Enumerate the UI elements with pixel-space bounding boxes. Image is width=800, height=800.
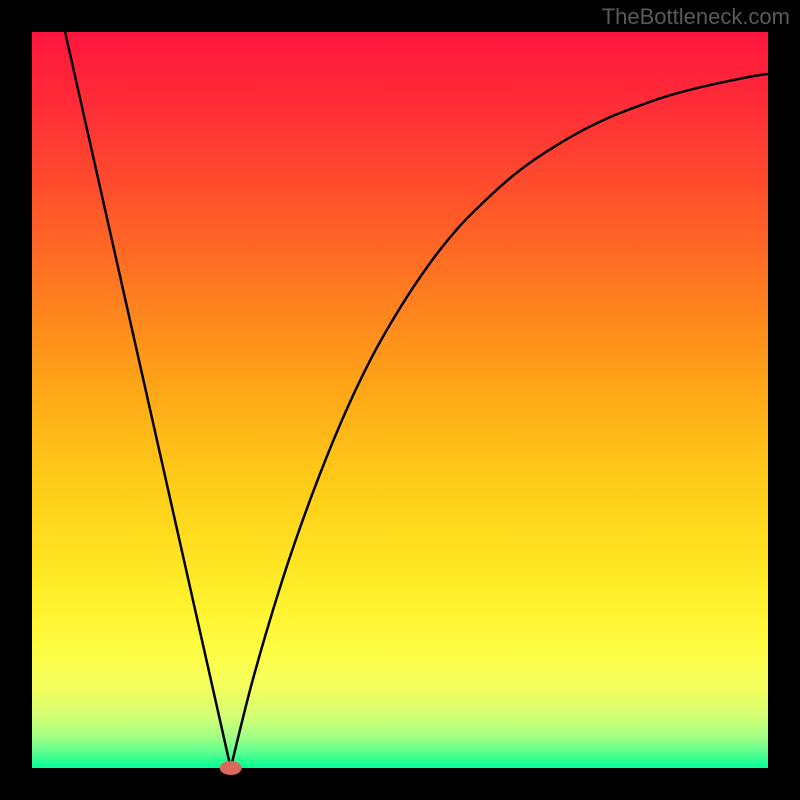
plot-area [32,32,768,768]
chart-container: TheBottleneck.com [0,0,800,800]
watermark-text: TheBottleneck.com [602,4,790,30]
